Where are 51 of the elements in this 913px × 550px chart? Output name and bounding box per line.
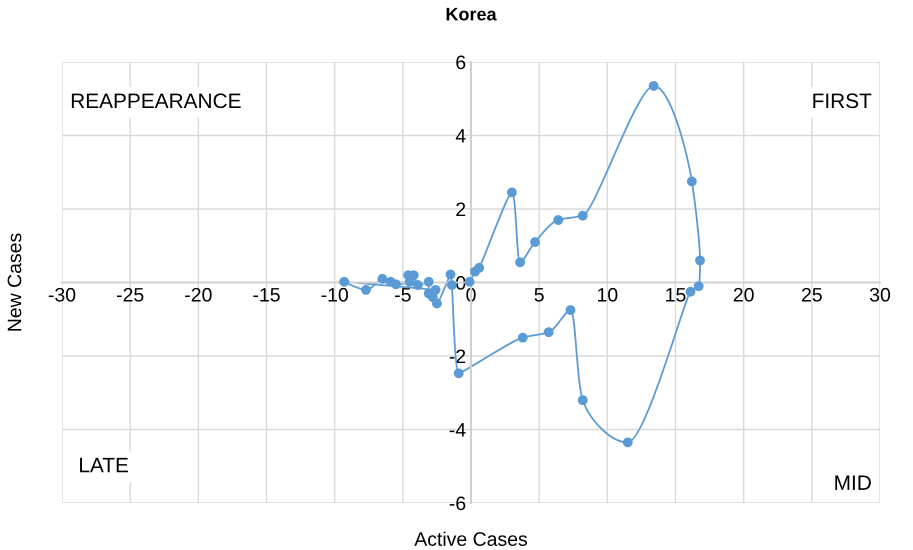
point <box>544 327 554 338</box>
point <box>695 256 705 266</box>
y-axis-title: New Cases <box>8 233 22 331</box>
x-axis-title: Active Cases <box>414 532 528 546</box>
point <box>386 276 396 287</box>
annotation: LATE <box>80 458 128 472</box>
y-tick-label: -6 <box>450 496 466 510</box>
y-tick-label: 4 <box>456 129 466 143</box>
chart-title: Korea <box>446 8 497 21</box>
x-tick-label: -5 <box>395 288 411 302</box>
annotation: MID <box>835 476 871 490</box>
point <box>566 305 576 315</box>
x-tick-label: -10 <box>321 288 348 302</box>
point <box>686 176 697 186</box>
point <box>515 257 525 268</box>
point <box>361 284 371 295</box>
y-tick-label: -4 <box>450 423 466 437</box>
point <box>622 437 633 448</box>
point <box>694 281 704 292</box>
point <box>474 262 484 273</box>
point <box>377 274 388 284</box>
point <box>464 276 475 287</box>
x-tick-label: 30 <box>870 288 890 302</box>
point <box>686 286 696 297</box>
point <box>648 80 659 91</box>
x-tick-label: -15 <box>253 288 280 302</box>
point <box>553 215 564 225</box>
point <box>578 210 588 221</box>
point <box>454 368 464 378</box>
x-tick-label: -30 <box>48 288 76 302</box>
annotation: REAPPEARANCE <box>72 93 241 108</box>
point <box>506 188 517 198</box>
x-tick-label: -20 <box>185 288 212 302</box>
annotation: FIRST <box>813 93 872 108</box>
x-tick-label: 10 <box>598 288 618 302</box>
y-tick-label: 2 <box>456 202 466 216</box>
y-tick-label: 6 <box>456 55 466 70</box>
point <box>578 395 588 406</box>
x-tick-label: 20 <box>734 288 754 302</box>
x-tick-label: 25 <box>802 288 822 302</box>
x-tick-label: 5 <box>534 288 544 302</box>
point <box>447 280 457 290</box>
x-tick-label: 15 <box>666 288 686 302</box>
point <box>530 237 540 247</box>
point <box>446 270 456 280</box>
point <box>518 332 528 343</box>
point <box>412 280 423 290</box>
point <box>424 276 434 287</box>
point <box>430 284 440 295</box>
point <box>339 276 350 287</box>
x-tick-label: -25 <box>116 288 144 302</box>
